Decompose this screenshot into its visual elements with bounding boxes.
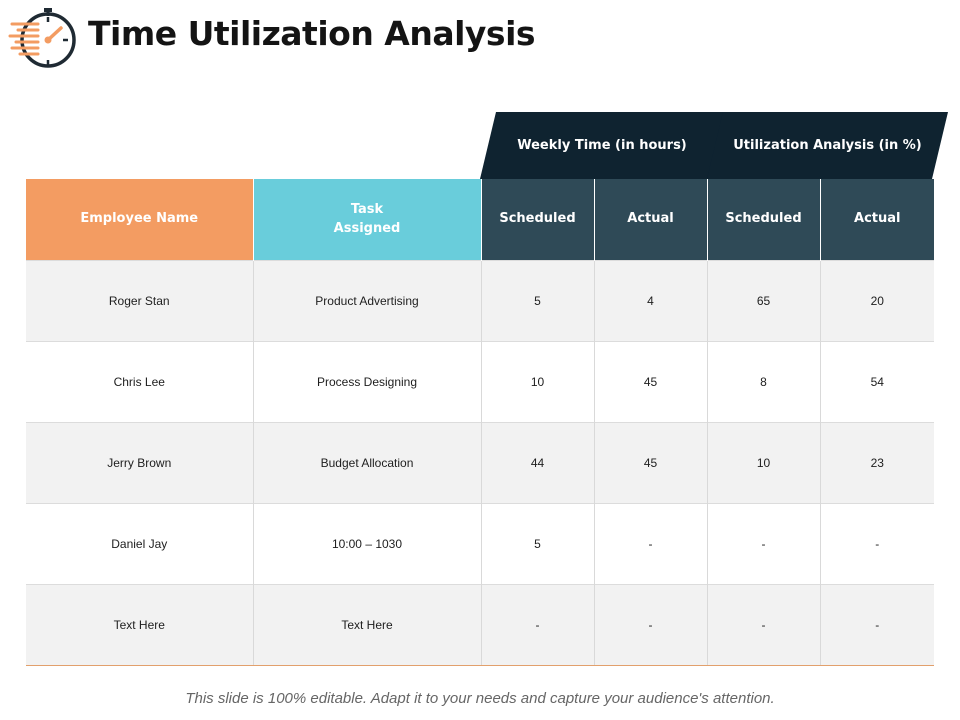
cell-weekly-scheduled: - (481, 584, 595, 666)
table-row: Chris Lee Process Designing 10 45 8 54 (26, 341, 934, 423)
page-title: Time Utilization Analysis (88, 14, 536, 53)
cell-weekly-actual: 45 (594, 422, 708, 504)
cell-utilization-scheduled: 65 (707, 260, 821, 342)
cell-employee-name: Daniel Jay (26, 503, 254, 585)
cell-weekly-actual: 45 (594, 341, 708, 423)
group-header-weekly-time: Weekly Time (in hours) (480, 112, 724, 179)
footer-note: This slide is 100% editable. Adapt it to… (185, 690, 775, 707)
cell-utilization-actual: 20 (820, 260, 934, 342)
cell-weekly-actual: - (594, 503, 708, 585)
utilization-table: Employee Name Task Assigned Scheduled Ac… (26, 179, 934, 666)
cell-task-assigned: Process Designing (253, 341, 482, 423)
cell-employee-name: Chris Lee (26, 341, 254, 423)
cell-utilization-scheduled: - (707, 584, 821, 666)
cell-utilization-scheduled: 10 (707, 422, 821, 504)
cell-weekly-scheduled: 10 (481, 341, 595, 423)
cell-utilization-scheduled: - (707, 503, 821, 585)
group-header-utilization: Utilization Analysis (in %) (707, 112, 948, 179)
cell-task-assigned: 10:00 – 1030 (253, 503, 482, 585)
cell-weekly-actual: - (594, 584, 708, 666)
column-header-utilization-actual: Actual (820, 179, 934, 261)
cell-utilization-actual: - (820, 584, 934, 666)
table-row: Roger Stan Product Advertising 5 4 65 20 (26, 260, 934, 342)
table-row: Text Here Text Here - - - - (26, 584, 934, 666)
group-header-label: Utilization Analysis (in %) (733, 138, 922, 153)
column-header-task-assigned: Task Assigned (253, 179, 482, 261)
cell-utilization-actual: 54 (820, 341, 934, 423)
cell-utilization-actual: - (820, 503, 934, 585)
table-header-row: Employee Name Task Assigned Scheduled Ac… (26, 179, 934, 261)
group-header-label: Weekly Time (in hours) (517, 138, 687, 153)
stopwatch-icon (8, 8, 78, 72)
column-header-employee-name: Employee Name (26, 179, 254, 261)
cell-weekly-actual: 4 (594, 260, 708, 342)
column-header-weekly-scheduled: Scheduled (481, 179, 595, 261)
cell-employee-name: Text Here (26, 584, 254, 666)
cell-task-assigned: Text Here (253, 584, 482, 666)
cell-employee-name: Jerry Brown (26, 422, 254, 504)
table-row: Jerry Brown Budget Allocation 44 45 10 2… (26, 422, 934, 504)
cell-utilization-actual: 23 (820, 422, 934, 504)
cell-task-assigned: Budget Allocation (253, 422, 482, 504)
table-row: Daniel Jay 10:00 – 1030 5 - - - (26, 503, 934, 585)
cell-utilization-scheduled: 8 (707, 341, 821, 423)
cell-weekly-scheduled: 5 (481, 503, 595, 585)
column-header-utilization-scheduled: Scheduled (707, 179, 821, 261)
cell-weekly-scheduled: 44 (481, 422, 595, 504)
column-header-weekly-actual: Actual (594, 179, 708, 261)
cell-weekly-scheduled: 5 (481, 260, 595, 342)
cell-employee-name: Roger Stan (26, 260, 254, 342)
cell-task-assigned: Product Advertising (253, 260, 482, 342)
